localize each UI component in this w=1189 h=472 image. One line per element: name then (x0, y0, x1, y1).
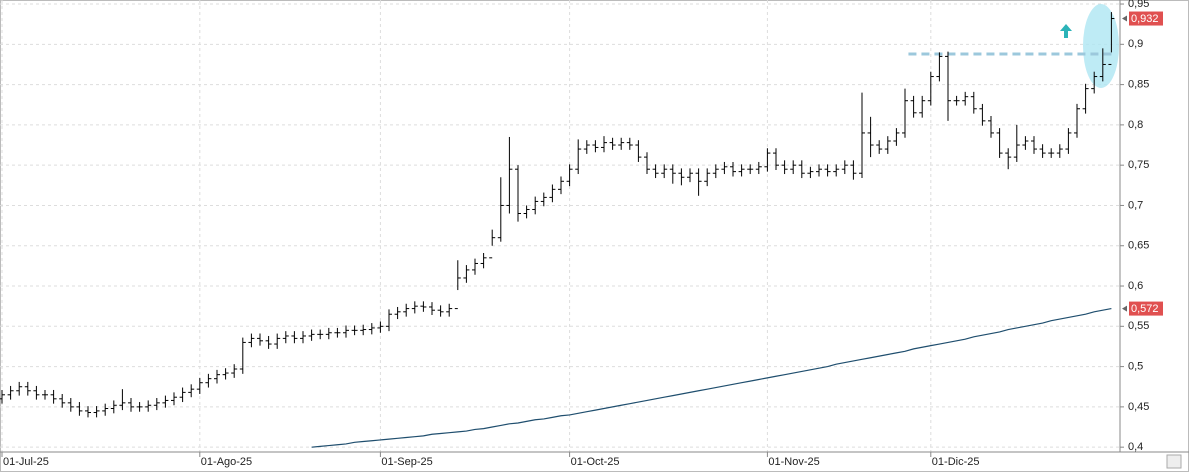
price-tag-label: 0,572 (1131, 303, 1159, 315)
price-tag (1129, 301, 1163, 316)
x-tick-label: 01-Jul-25 (3, 456, 49, 468)
highlight-ellipse (1083, 4, 1119, 88)
y-tick-label: 0,45 (1128, 401, 1149, 413)
y-tick-label: 0,8 (1128, 119, 1143, 131)
y-tick-label: 0,9 (1128, 38, 1143, 50)
scale-button[interactable] (1166, 454, 1182, 469)
x-tick-label: 01-Ago-25 (201, 456, 252, 468)
y-tick-label: 0,4 (1128, 441, 1143, 453)
x-tick-label: 01-Oct-25 (571, 456, 620, 468)
price-tag (1129, 11, 1163, 26)
price-tag-pointer (1122, 15, 1127, 22)
y-tick-label: 0,95 (1128, 0, 1149, 10)
price-tag-pointer (1122, 305, 1127, 312)
x-tick-label: 01-Sep-25 (381, 456, 432, 468)
y-tick-label: 0,65 (1128, 240, 1149, 252)
up-arrow (1060, 24, 1072, 38)
y-tick-label: 0,85 (1128, 79, 1149, 91)
y-tick-label: 0,5 (1128, 361, 1143, 373)
x-tick-label: 01-Nov-25 (768, 456, 819, 468)
price-tag-label: 0,932 (1131, 13, 1159, 25)
x-tick-label: 01-Dic-25 (932, 456, 980, 468)
y-tick-label: 0,6 (1128, 280, 1143, 292)
y-tick-label: 0,75 (1128, 159, 1149, 171)
y-tick-label: 0,7 (1128, 199, 1143, 211)
y-tick-label: 0,55 (1128, 320, 1149, 332)
moving-average-line (311, 307, 1112, 448)
